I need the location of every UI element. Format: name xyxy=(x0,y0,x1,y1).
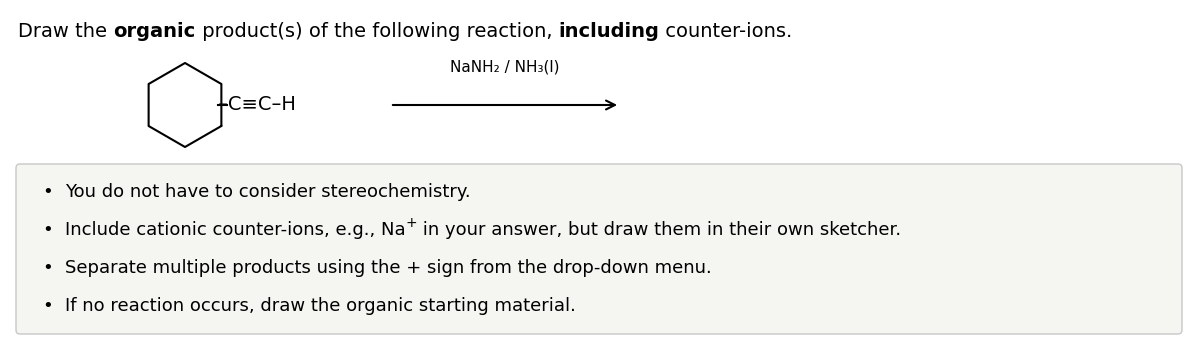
Text: counter-ions.: counter-ions. xyxy=(659,22,792,41)
Text: Include cationic counter-ions, e.g., Na: Include cationic counter-ions, e.g., Na xyxy=(65,221,406,239)
FancyBboxPatch shape xyxy=(16,164,1182,334)
Text: You do not have to consider stereochemistry.: You do not have to consider stereochemis… xyxy=(65,183,470,201)
Text: –C≡C–H: –C≡C–H xyxy=(218,95,296,115)
Text: product(s) of the following reaction,: product(s) of the following reaction, xyxy=(196,22,558,41)
Text: •: • xyxy=(42,183,53,201)
Text: NaNH₂ / NH₃(l): NaNH₂ / NH₃(l) xyxy=(450,60,559,75)
Text: •: • xyxy=(42,297,53,315)
Text: including: including xyxy=(558,22,659,41)
Text: +: + xyxy=(406,216,418,230)
Text: If no reaction occurs, draw the organic starting material.: If no reaction occurs, draw the organic … xyxy=(65,297,576,315)
Text: in your answer, but draw them in their own sketcher.: in your answer, but draw them in their o… xyxy=(418,221,901,239)
Text: Draw the: Draw the xyxy=(18,22,113,41)
Text: •: • xyxy=(42,259,53,277)
Text: organic: organic xyxy=(113,22,196,41)
Text: •: • xyxy=(42,221,53,239)
Text: Separate multiple products using the + sign from the drop-down menu.: Separate multiple products using the + s… xyxy=(65,259,712,277)
